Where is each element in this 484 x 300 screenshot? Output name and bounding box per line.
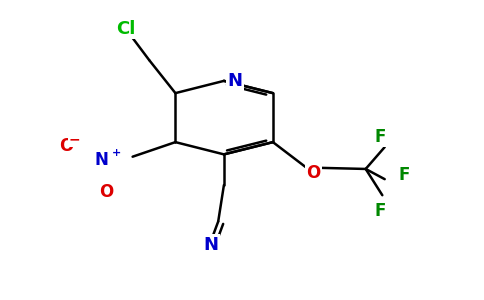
Text: N: N: [204, 236, 219, 254]
Text: F: F: [374, 128, 386, 146]
Text: F: F: [398, 166, 409, 184]
Text: O: O: [59, 136, 73, 154]
Text: −: −: [69, 132, 80, 146]
Text: +: +: [112, 148, 121, 158]
Text: O: O: [99, 183, 114, 201]
Text: O: O: [306, 164, 320, 182]
Text: Cl: Cl: [116, 20, 135, 38]
Text: N: N: [95, 151, 108, 169]
Text: F: F: [374, 202, 386, 220]
Text: N: N: [227, 73, 242, 91]
